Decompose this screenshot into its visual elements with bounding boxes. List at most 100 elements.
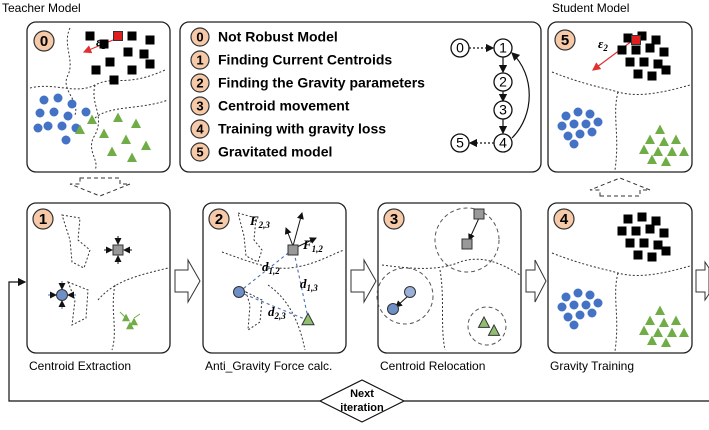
flow-node-label: 2 [499,74,507,90]
subscript: 2 [602,43,608,53]
sample-square [645,224,655,234]
force-arrow [292,212,304,247]
sample-circle [569,320,579,330]
sample-circle [585,290,595,300]
sample-square [625,238,635,248]
subscript: 1,2 [269,266,281,276]
sample-triangle [126,321,134,330]
sample-circle [563,312,573,322]
sample-square [637,31,647,41]
sample-square [647,71,657,81]
sample-circle [573,107,583,117]
sample-square [659,47,669,57]
badge [190,50,210,70]
sample-triangle [487,323,501,336]
badge-label: 0 [40,33,48,50]
sample-square [145,35,155,45]
sample-square [85,31,95,41]
boundary [97,267,169,301]
region [245,291,263,331]
sample-square [109,75,119,85]
sample-triangle [667,327,677,337]
distance-line [293,251,309,319]
sample-triangle [131,118,141,128]
badge-label: 0 [196,29,203,44]
centroid-arrow [133,313,141,319]
influence-circle [467,306,507,346]
sample-triangle [647,335,657,345]
sample-circle [53,93,63,103]
sample-square [651,216,661,226]
sample-triangle [661,156,671,166]
sample-square [127,31,137,41]
sample-triangle [653,327,663,337]
sample-triangle [107,146,117,156]
boundary [381,258,521,276]
legend-panel [179,21,542,173]
sample-square [625,57,635,67]
sample-square [633,250,643,260]
symbol: ε [598,36,604,51]
distance-line [238,249,293,293]
distance-label: d1,3 [300,276,318,293]
student-label: Student Model [552,1,629,15]
sample-square [659,228,669,238]
sample-triangle [661,337,671,347]
badge [208,208,230,230]
sample-square [139,49,149,59]
region [61,214,91,269]
panel-caption: Centroid Relocation [380,359,485,373]
boundary [221,249,345,269]
boundary [614,272,619,352]
move-arrow [468,217,480,241]
sample-square [661,65,671,75]
symbol: ε [96,34,102,49]
sample-circle [569,139,579,149]
badge-label: 3 [390,211,398,228]
badge-label: 4 [560,211,569,228]
subscript: 2,3 [258,220,271,230]
sample-triangle [113,112,123,122]
loop-label: Next [350,388,374,400]
down-arrow [69,177,131,197]
sample-triangle [655,305,665,315]
sample-triangle [645,134,655,144]
sample-square [461,238,473,250]
subscript: 1,3 [307,283,319,293]
move-arrow [395,295,409,308]
badge-label: 1 [196,52,203,67]
sample-square [623,214,633,224]
sample-triangle [671,315,681,325]
sample-circle [233,286,245,298]
sample-triangle [99,128,109,138]
badge-label: 1 [39,211,47,228]
sample-triangle [653,146,663,156]
badge [190,73,210,93]
badge-label: 4 [196,121,204,136]
sample-circle [61,135,71,145]
step-arrow [174,258,201,304]
badge-label: 5 [561,32,569,49]
flow-node [493,100,513,120]
legend-text: Training with gravity loss [218,121,386,137]
sample-triangle [671,134,681,144]
sample-circle [404,286,416,298]
symbol: F [249,213,259,228]
badge [190,119,210,139]
sample-square [647,252,657,262]
sample-circle [67,99,77,109]
sample-square [105,57,115,67]
badge [190,27,210,47]
sample-triangle [679,327,689,337]
sample-square [631,45,641,55]
centroid-arrow [119,311,127,319]
sample-triangle [130,317,138,326]
up-arrow [589,177,651,197]
sample-circle [63,111,73,121]
panel-caption: Anti_Gravity Force calc. [205,359,332,373]
flow-node [493,72,513,92]
flow-node-label: 0 [456,40,464,56]
sample-circle [569,119,579,129]
region [237,212,263,263]
boundary [439,269,446,351]
